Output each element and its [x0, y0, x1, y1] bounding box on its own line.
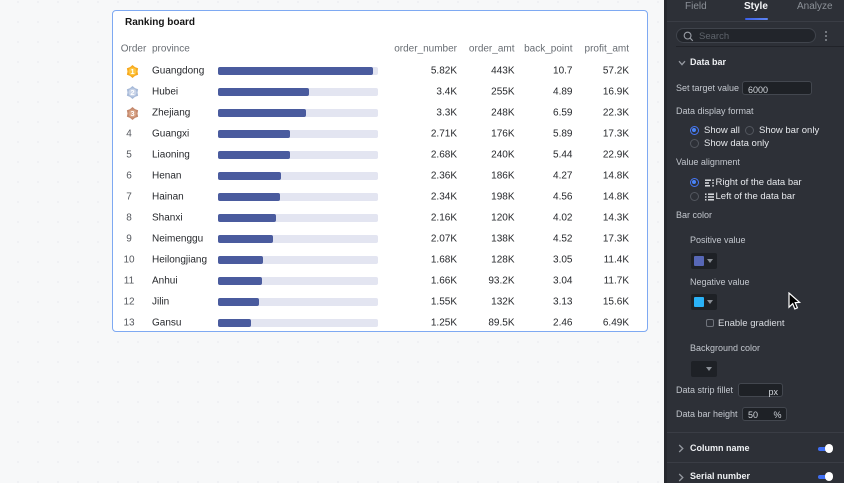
svg-text:3: 3	[130, 109, 134, 118]
svg-text:2: 2	[130, 88, 134, 97]
svg-text:1: 1	[130, 67, 135, 76]
